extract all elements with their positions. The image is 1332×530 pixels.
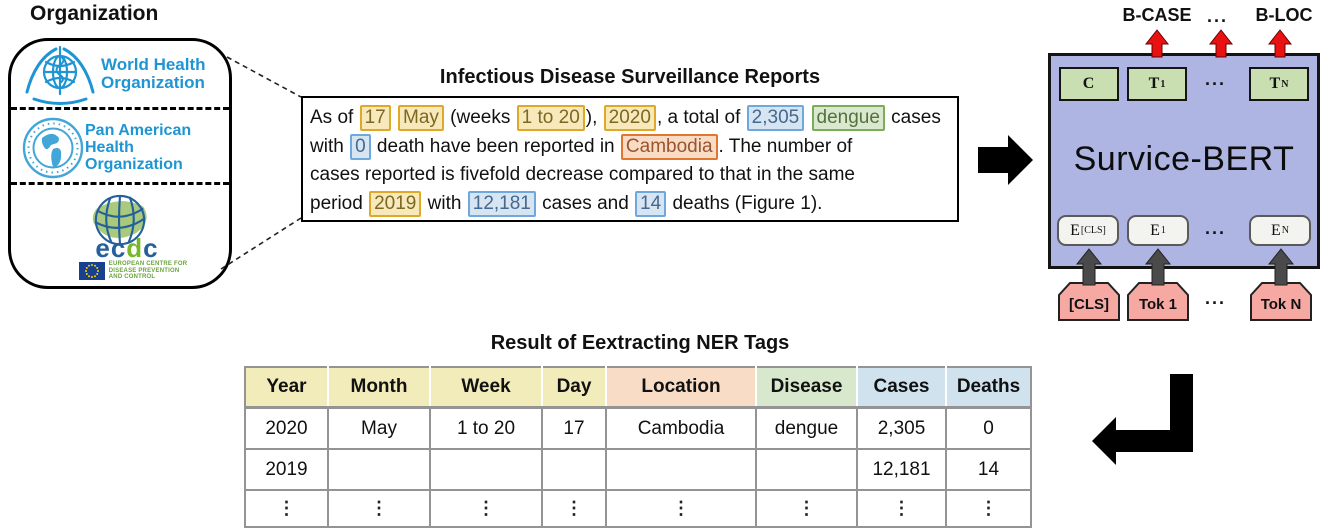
- bert-output-unit-c: C: [1059, 67, 1119, 101]
- table-cell: ⋮: [327, 489, 431, 528]
- table-row: ⋮ ⋮ ⋮ ⋮ ⋮ ⋮ ⋮ ⋮: [244, 489, 1032, 528]
- table-cell: May: [327, 406, 431, 450]
- token-box-tokn: Tok N: [1250, 282, 1312, 321]
- report-line: with 0 death have been reported in Cambo…: [310, 133, 952, 162]
- entity-highlight-time: 17: [359, 105, 391, 131]
- connector-line-top: [226, 56, 302, 98]
- report-line: period 2019 with 12,181 cases and 14 dea…: [310, 190, 952, 219]
- column-header-deaths: Deaths: [945, 366, 1032, 409]
- output-ellipsis: ...: [1207, 6, 1229, 26]
- embedding-ellipsis: ...: [1205, 218, 1227, 238]
- embedding-box-ecls: E [CLS]: [1057, 215, 1119, 246]
- column-header-day: Day: [541, 366, 607, 409]
- table-cell: 2020: [244, 406, 329, 450]
- organization-box: World Health Organization Pan American H…: [8, 38, 232, 289]
- connector-line-bottom: [220, 217, 302, 270]
- org-item-ecdc: ecdc EUROPEAN CENTRE FOR DISEASE PREVENT…: [11, 188, 229, 286]
- entity-highlight-case: 2,305: [746, 105, 805, 131]
- ecdc-globe-icon: [92, 195, 147, 246]
- table-cell: 1 to 20: [429, 406, 543, 450]
- table-cell: 12,181: [856, 448, 947, 491]
- table-cell: Cambodia: [605, 406, 757, 450]
- table-cell: ⋮: [541, 489, 607, 528]
- who-logo-icon: [25, 45, 95, 105]
- report-line: As of 17 May (weeks 1 to 20), 2020, a to…: [310, 104, 952, 133]
- svg-text:Tok 1: Tok 1: [1139, 296, 1177, 313]
- table-cell: dengue: [755, 406, 858, 450]
- bert-output-ellipsis: ...: [1205, 69, 1227, 89]
- token-ellipsis: ...: [1205, 288, 1227, 308]
- table-row: 2020 May 1 to 20 17 Cambodia dengue 2,305 0: [244, 406, 1032, 450]
- table-cell: [327, 448, 431, 491]
- table-cell: [755, 448, 858, 491]
- table-cell: ⋮: [755, 489, 858, 528]
- table-cell: [429, 448, 543, 491]
- column-header-disease: Disease: [755, 366, 858, 409]
- entity-highlight-case: 12,181: [467, 190, 536, 217]
- ner-table: Year Month Week Day Location Disease Cases Deat…: [244, 366, 1032, 528]
- ecdc-wordmark: ecdc: [95, 233, 159, 264]
- report-title: Infectious Disease Surveillance Reports: [439, 66, 821, 88]
- token-box-cls: [CLS]: [1058, 282, 1120, 321]
- column-header-month: Month: [327, 366, 431, 409]
- who-label: World Health Organization: [101, 55, 206, 92]
- paho-label: Pan American Health Organization: [85, 122, 192, 173]
- table-cell: ⋮: [244, 489, 329, 528]
- table-cell: [541, 448, 607, 491]
- column-header-location: Location: [605, 366, 757, 409]
- table-cell: [605, 448, 757, 491]
- table-header-row: Year Month Week Day Location Disease Cases Deat…: [244, 366, 1032, 409]
- eu-flag-icon: [78, 262, 105, 280]
- entity-highlight-disease: dengue: [811, 105, 885, 131]
- table-cell: ⋮: [429, 489, 543, 528]
- column-header-week: Week: [429, 366, 543, 409]
- column-header-year: Year: [244, 366, 329, 409]
- entity-highlight-case: 14: [635, 190, 667, 217]
- entity-highlight-time: 2019: [369, 190, 422, 217]
- table-cell: 0: [945, 406, 1032, 450]
- token-box-tok1: Tok 1: [1127, 282, 1189, 321]
- entity-highlight-loc: Cambodia: [620, 133, 718, 160]
- ecdc-caption-row: EUROPEAN CENTRE FOR DISEASE PREVENTION A…: [78, 261, 188, 281]
- org-item-paho: Pan American Health Organization: [11, 113, 229, 185]
- table-cell: 2019: [244, 448, 329, 491]
- table-cell: 14: [945, 448, 1032, 491]
- output-tag-b-case: B-CASE: [1122, 5, 1192, 25]
- entity-highlight-time: May: [398, 105, 444, 131]
- svg-text:[CLS]: [CLS]: [1069, 296, 1109, 313]
- organization-title: Organization: [30, 2, 159, 25]
- svg-text:Tok N: Tok N: [1261, 296, 1302, 313]
- table-cell: ⋮: [605, 489, 757, 528]
- ecdc-caption: EUROPEAN CENTRE FOR DISEASE PREVENTION A…: [108, 261, 188, 281]
- output-tag-b-loc: B-LOC: [1255, 5, 1313, 25]
- column-header-cases: Cases: [856, 366, 947, 409]
- table-row: 2019 12,181 14: [244, 448, 1032, 491]
- table-cell: ⋮: [945, 489, 1032, 528]
- table-cell: 2,305: [856, 406, 947, 450]
- table-cell: 17: [541, 406, 607, 450]
- entity-highlight-time: 2020: [603, 105, 656, 131]
- org-item-who: World Health Organization: [11, 41, 229, 110]
- table-cell: ⋮: [856, 489, 947, 528]
- paho-logo-icon: [22, 117, 84, 178]
- flow-arrow-right-icon: [978, 135, 1033, 185]
- ner-table-title: Result of Eextracting NER Tags: [490, 332, 790, 354]
- bert-model-title: Survice-BERT: [1073, 140, 1295, 178]
- report-line: cases reported is fivefold decrease comp…: [310, 164, 855, 185]
- entity-highlight-time: 1 to 20: [516, 105, 585, 131]
- report-text-box: As of 17 May (weeks 1 to 20), 2020, a to…: [301, 96, 959, 222]
- flow-arrow-to-table-icon: [1092, 374, 1193, 465]
- entity-highlight-case: 0: [350, 133, 371, 160]
